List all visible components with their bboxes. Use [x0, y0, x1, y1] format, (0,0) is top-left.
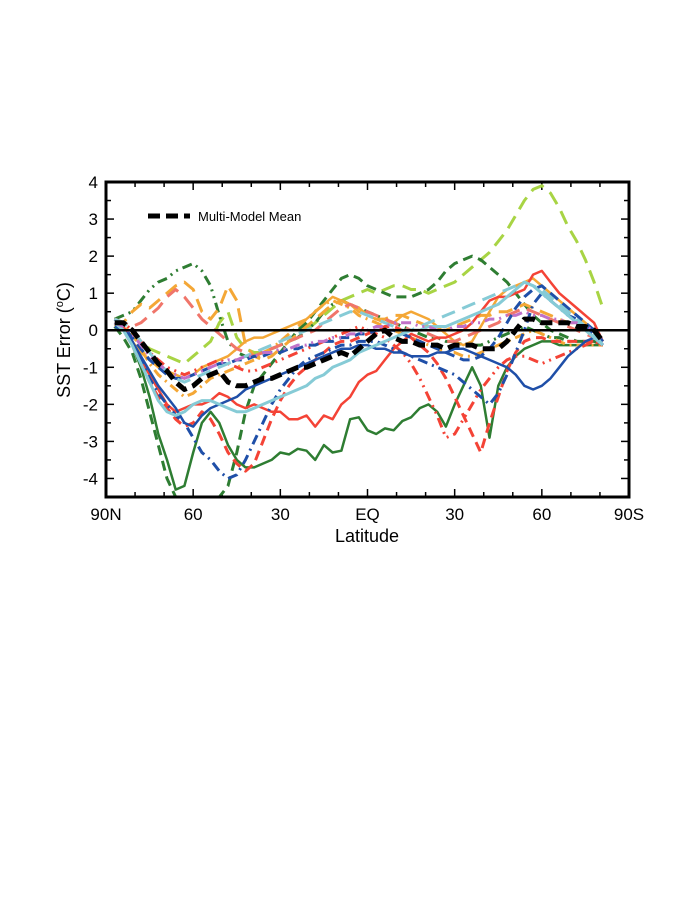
series-line-model-m [114, 325, 604, 428]
series-line-model-a [114, 184, 605, 366]
y-tick-label: -3 [83, 432, 98, 451]
x-tick-label: 60 [532, 505, 551, 524]
series-line-model-o [113, 280, 604, 417]
x-tick-label: EQ [355, 505, 380, 524]
series-layer [113, 184, 605, 497]
y-axis-title: SST Error (oC) [54, 282, 74, 398]
series-line-model-l [113, 291, 604, 480]
y-tick-label: 0 [89, 321, 98, 340]
series-line-model-c [114, 321, 603, 491]
y-tick-label: -4 [83, 469, 98, 488]
x-tick-label: 30 [445, 505, 464, 524]
y-tick-label: 2 [89, 247, 98, 266]
series-line-model-j [113, 321, 604, 473]
y-tick-labels: 4 3 2 1 0 -1 -2 -3 -4 [83, 173, 98, 488]
x-tick-labels: 90N 60 30 EQ 30 60 90S [90, 505, 644, 524]
y-tick-label: 3 [89, 210, 98, 229]
y-axis-title-unit: C) [54, 282, 74, 301]
y-axis-title-main: SST Error ( [54, 307, 74, 398]
legend: Multi-Model Mean [148, 209, 301, 224]
series-line-multi-model-mean [114, 316, 605, 392]
y-tick-label: 1 [89, 284, 98, 303]
x-tick-label: 60 [184, 505, 203, 524]
x-axis-title: Latitude [335, 526, 399, 546]
y-tick-label: -1 [83, 358, 98, 377]
x-tick-label: 30 [271, 505, 290, 524]
y-axis-title-degree: o [54, 301, 66, 307]
y-tick-label: -2 [83, 395, 98, 414]
series-line-model-q [114, 310, 604, 380]
plot-frame [104, 180, 631, 499]
series-line-model-b [113, 254, 604, 497]
y-tick-label: 4 [89, 173, 98, 192]
x-tick-label: 90N [90, 505, 121, 524]
series-line-model-e [114, 280, 604, 362]
x-tick-label: 90S [614, 505, 644, 524]
legend-label-multi-model-mean: Multi-Model Mean [198, 209, 301, 224]
series-line-model-k [114, 317, 604, 440]
